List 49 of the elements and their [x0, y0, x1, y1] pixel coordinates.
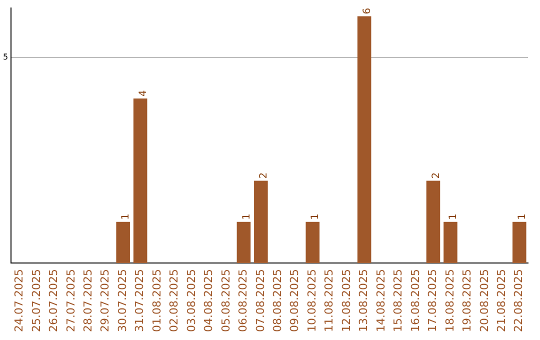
x-tick-label: 29.07.2025	[98, 269, 112, 332]
x-tick-label: 10.08.2025	[305, 269, 318, 332]
x-tick-label: 09.08.2025	[288, 269, 302, 332]
bar	[116, 222, 130, 264]
x-tick-label: 08.08.2025	[271, 269, 284, 332]
bar	[236, 222, 251, 264]
bar	[426, 180, 440, 264]
x-tick-label: 15.08.2025	[392, 269, 405, 332]
x-tick-label: 25.07.2025	[30, 269, 43, 332]
x-tick-label: 27.07.2025	[64, 269, 78, 332]
x-tick-label: 19.08.2025	[460, 269, 474, 332]
data-label: 6	[362, 8, 373, 14]
x-tick-label: 22.08.2025	[512, 269, 526, 332]
x-tick-label: 18.08.2025	[443, 269, 456, 332]
x-tick-label: 03.08.2025	[184, 269, 198, 332]
bar	[254, 180, 268, 264]
x-tick-label: 20.08.2025	[478, 269, 491, 332]
x-tick-label: 30.07.2025	[116, 269, 129, 332]
data-label: 2	[430, 172, 442, 179]
bar	[133, 98, 148, 264]
x-tick-label: 07.08.2025	[254, 269, 267, 332]
x-tick-label: 28.07.2025	[81, 269, 94, 332]
data-label: 1	[120, 214, 132, 220]
data-label: 1	[516, 214, 528, 220]
x-tick-label: 06.08.2025	[236, 269, 250, 332]
data-label: 1	[448, 214, 460, 220]
x-tick-label: 02.08.2025	[168, 269, 181, 332]
x-tick-label: 04.08.2025	[202, 269, 216, 332]
data-label: 2	[258, 172, 270, 179]
x-tick-label: 24.07.2025	[12, 269, 26, 332]
y-tick-label: 5	[2, 52, 8, 62]
bar	[306, 222, 320, 264]
data-label: 1	[241, 214, 252, 220]
x-tick-label: 31.07.2025	[133, 269, 146, 332]
x-tick-label: 13.08.2025	[357, 269, 370, 332]
x-tick-label: 16.08.2025	[408, 269, 422, 332]
x-tick-label: 12.08.2025	[340, 269, 353, 332]
x-tick-label: 26.07.2025	[47, 269, 60, 332]
x-tick-label: 17.08.2025	[426, 269, 440, 332]
data-label: 1	[310, 214, 322, 220]
x-tick-label: 14.08.2025	[374, 269, 388, 332]
x-tick-label: 05.08.2025	[219, 269, 232, 332]
x-tick-label: 21.08.2025	[495, 269, 508, 332]
bar	[444, 222, 458, 264]
x-tick-label: 11.08.2025	[322, 269, 336, 332]
x-tick-label: 01.08.2025	[150, 269, 164, 332]
bar	[357, 16, 372, 264]
data-label: 4	[138, 90, 149, 96]
bar	[512, 222, 526, 264]
